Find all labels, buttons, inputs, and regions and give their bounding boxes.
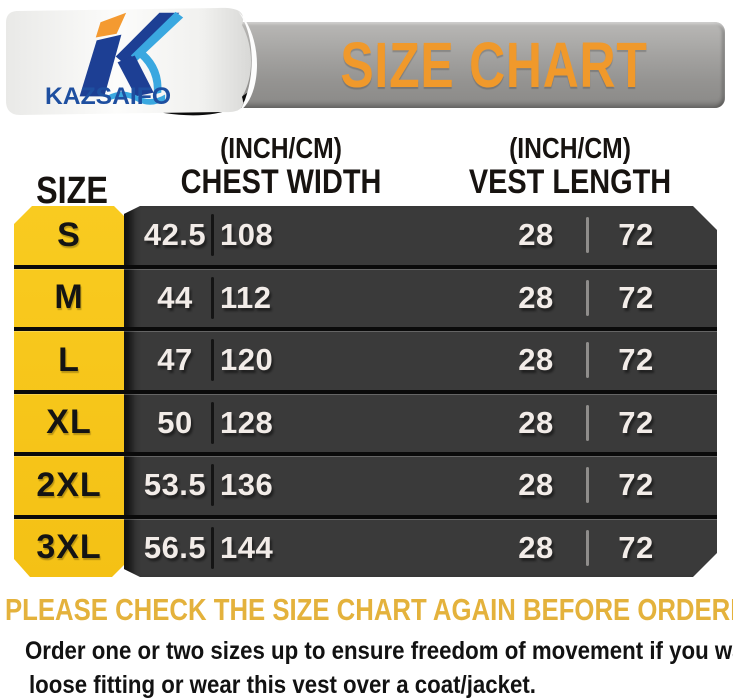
brand-name: KAZSAIFO <box>45 83 171 110</box>
divider <box>211 339 214 382</box>
vest-inch-value: 28 <box>518 342 554 378</box>
table-row: XL 50 128 28 72 <box>14 389 717 453</box>
vest-cm-value: 72 <box>618 279 654 315</box>
divider <box>586 529 589 566</box>
divider <box>586 404 589 441</box>
size-cell: S <box>57 215 81 254</box>
divider <box>586 342 589 379</box>
divider <box>211 464 214 507</box>
divider <box>211 401 214 444</box>
vest-inch-value: 28 <box>518 279 554 315</box>
table-row: M 44 112 28 72 <box>14 264 717 328</box>
chest-inch-value: 50 <box>157 404 193 440</box>
vest-cm-value: 72 <box>618 529 654 565</box>
divider <box>211 276 214 319</box>
size-table: S 42.5 108 28 72 M 44 112 28 72 L 47 <box>14 206 717 577</box>
vest-length-label: VEST LENGTH <box>468 163 672 201</box>
size-table-rows: S 42.5 108 28 72 M 44 112 28 72 L 47 <box>14 206 717 577</box>
kazsaifo-logo-icon: KAZSAIFO <box>6 7 257 116</box>
chest-cm-value: 120 <box>220 342 274 378</box>
divider <box>586 217 589 254</box>
chest-cm-value: 128 <box>220 404 274 440</box>
divider <box>586 467 589 504</box>
vest-unit-label: (INCH/CM) <box>509 133 631 165</box>
table-row: 3XL 56.5 144 28 72 <box>14 514 717 578</box>
chest-cm-value: 144 <box>220 529 274 565</box>
vest-cm-value: 72 <box>618 217 654 253</box>
chest-inch-value: 53.5 <box>143 467 207 503</box>
divider <box>586 279 589 316</box>
chest-inch-value: 47 <box>157 342 193 378</box>
table-row: 2XL 53.5 136 28 72 <box>14 452 717 515</box>
table-row: L 47 120 28 72 <box>14 327 717 390</box>
size-cell: 2XL <box>36 465 102 504</box>
sizing-note-line2: loose fitting or wear this vest over a c… <box>29 671 536 699</box>
page-title: SIZE CHART <box>340 29 648 101</box>
chest-unit-label: (INCH/CM) <box>220 133 342 165</box>
chest-width-label: CHEST WIDTH <box>180 163 382 201</box>
brand-sticker: KAZSAIFO <box>2 3 264 121</box>
chest-cm-value: 136 <box>220 467 274 503</box>
chest-inch-value: 42.5 <box>143 217 207 253</box>
size-column-header: SIZE <box>36 170 108 212</box>
size-cell: XL <box>46 403 92 442</box>
vest-inch-value: 28 <box>518 529 554 565</box>
vest-inch-value: 28 <box>518 404 554 440</box>
vest-cm-value: 72 <box>618 342 654 378</box>
vest-cm-value: 72 <box>618 404 654 440</box>
chest-inch-value: 44 <box>157 279 193 315</box>
vest-inch-value: 28 <box>518 467 554 503</box>
sizing-note-line1: Order one or two sizes up to ensure free… <box>25 637 733 665</box>
table-row: S 42.5 108 28 72 <box>14 206 717 265</box>
chest-cm-value: 112 <box>220 279 272 315</box>
ordering-warning: PLEASE CHECK THE SIZE CHART AGAIN BEFORE… <box>5 592 733 627</box>
vest-length-header: (INCH/CM) VEST LENGTH <box>460 133 681 201</box>
size-cell: 3XL <box>36 528 102 567</box>
chest-inch-value: 56.5 <box>143 529 207 565</box>
divider <box>211 526 214 569</box>
size-cell: L <box>58 340 80 379</box>
divider <box>211 214 214 257</box>
vest-cm-value: 72 <box>618 467 654 503</box>
size-cell: M <box>54 278 84 317</box>
chest-cm-value: 108 <box>220 217 274 253</box>
chest-width-header: (INCH/CM) CHEST WIDTH <box>171 133 392 201</box>
vest-inch-value: 28 <box>518 217 554 253</box>
